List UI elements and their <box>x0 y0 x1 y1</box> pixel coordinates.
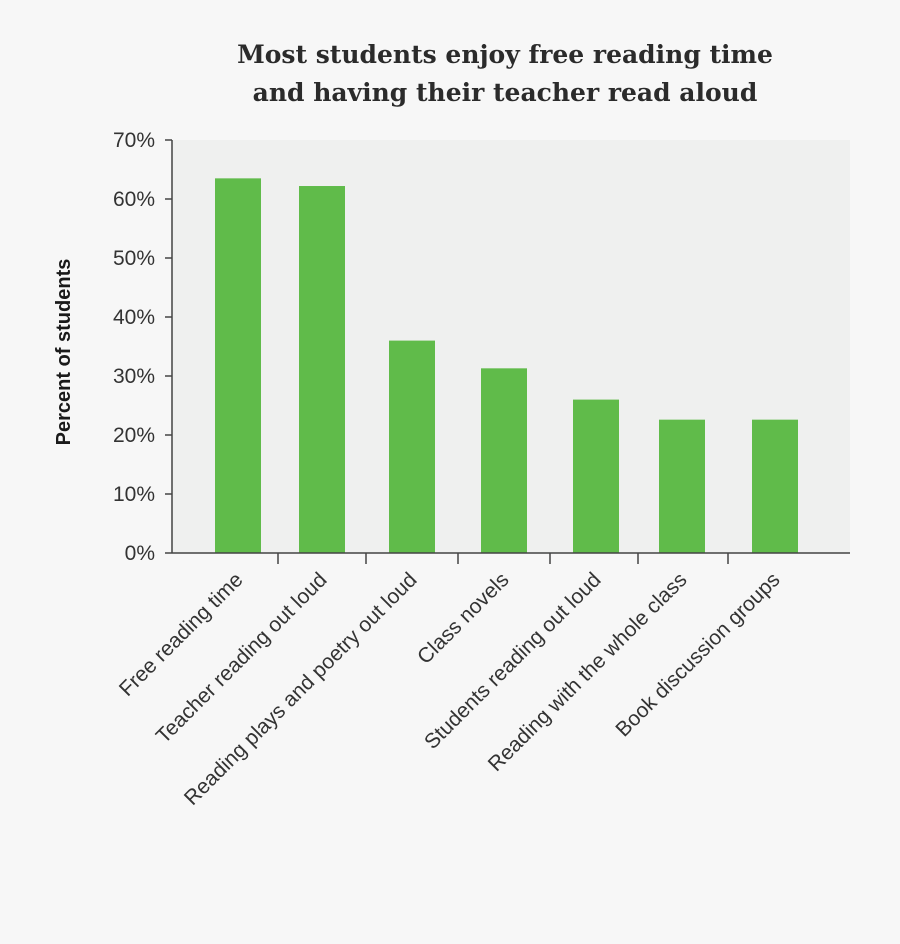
chart-title-line-2: and having their teacher read aloud <box>252 78 758 107</box>
x-category-label: Class novels <box>413 568 513 668</box>
y-tick-label: 0% <box>125 542 155 565</box>
y-tick-label: 50% <box>113 247 155 270</box>
y-tick-label: 30% <box>113 365 155 388</box>
y-axis-label: Percent of students <box>53 259 75 446</box>
y-tick-label: 10% <box>113 483 155 506</box>
y-axis-ticks: 0% 10% 20% 30% 40% 50% 60% 70% <box>113 129 172 565</box>
bar-2 <box>389 340 435 553</box>
y-tick-label: 60% <box>113 188 155 211</box>
x-category-label: Teacher reading out loud <box>152 568 332 748</box>
chart-title-line-1: Most students enjoy free reading time <box>237 40 773 69</box>
axes <box>171 140 850 554</box>
chart-title: Most students enjoy free reading time an… <box>200 36 810 112</box>
y-tick-label: 20% <box>113 424 155 447</box>
bars <box>215 178 798 553</box>
bar-0 <box>215 178 261 553</box>
y-tick-label: 70% <box>113 129 155 152</box>
bar-4 <box>573 399 619 553</box>
x-category-label: Book discussion groups <box>611 568 784 741</box>
bar-6 <box>752 419 798 553</box>
bar-5 <box>659 419 705 553</box>
y-tick-label: 40% <box>113 306 155 329</box>
bar-3 <box>481 368 527 553</box>
bar-1 <box>299 186 345 553</box>
x-category-label: Students reading out loud <box>420 568 606 754</box>
